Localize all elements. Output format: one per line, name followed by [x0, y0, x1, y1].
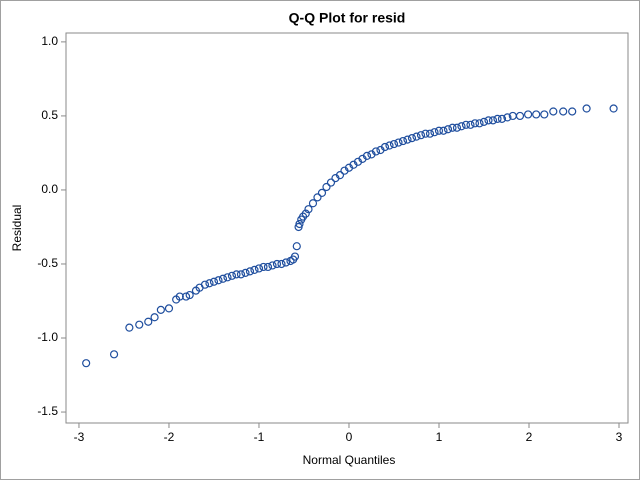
y-tick-label: 0.0 [41, 182, 58, 196]
point [164, 304, 174, 313]
point [259, 262, 268, 272]
point [609, 104, 618, 113]
point [475, 119, 484, 128]
point [250, 265, 259, 275]
point [317, 188, 327, 198]
x-tick-label: 3 [616, 430, 623, 444]
point [277, 259, 286, 269]
point [470, 119, 480, 128]
point [479, 117, 489, 126]
point [135, 320, 144, 329]
point [452, 123, 462, 132]
point [181, 292, 191, 301]
point [385, 141, 394, 150]
point [371, 147, 381, 156]
point [488, 116, 498, 125]
x-tick-label: -2 [164, 430, 175, 444]
point [245, 267, 255, 276]
point [205, 279, 214, 288]
point [523, 110, 533, 119]
point [434, 126, 444, 135]
point [301, 209, 310, 218]
point [295, 219, 304, 229]
point [322, 182, 331, 192]
point [292, 242, 301, 251]
point [227, 271, 237, 280]
point [515, 111, 525, 121]
point [559, 107, 568, 116]
point [156, 305, 165, 314]
point [380, 142, 390, 152]
point [394, 138, 403, 147]
point [326, 178, 336, 187]
point [175, 292, 184, 301]
point [443, 125, 453, 134]
point [457, 122, 466, 131]
x-tick-label: -3 [74, 430, 85, 444]
y-tick-label: 1.0 [41, 34, 58, 48]
x-tick-label: 0 [346, 430, 353, 444]
point [209, 277, 219, 286]
point [540, 110, 549, 119]
y-tick-label: 0.5 [41, 108, 58, 122]
y-axis-title: Residual [10, 205, 24, 252]
point [304, 205, 313, 214]
point [403, 135, 412, 144]
point [362, 151, 372, 160]
point [389, 139, 399, 149]
plot-frame [65, 32, 629, 424]
point [484, 116, 493, 125]
point [549, 107, 558, 116]
y-tick-label: -0.5 [37, 256, 58, 270]
point [313, 193, 322, 202]
point [281, 258, 291, 267]
point [223, 273, 232, 282]
point [532, 110, 541, 119]
x-tick-label: 2 [526, 430, 533, 444]
point [109, 350, 119, 359]
point [407, 134, 417, 143]
point [263, 262, 273, 272]
point [398, 136, 408, 146]
point [185, 290, 194, 300]
point [582, 104, 591, 113]
point [150, 313, 159, 322]
point [254, 264, 264, 273]
point [461, 120, 471, 129]
y-tick-label: -1.5 [37, 404, 58, 418]
point [200, 280, 210, 289]
point [439, 126, 448, 135]
point [430, 128, 439, 137]
point [493, 114, 502, 123]
point [232, 270, 241, 279]
point [241, 268, 250, 277]
point [497, 114, 507, 123]
x-axis-title: Normal Quantiles [303, 453, 396, 467]
point [125, 323, 134, 332]
point [290, 252, 300, 261]
point [144, 317, 153, 326]
x-tick-label: -1 [254, 430, 265, 444]
y-tick-label: -1.0 [37, 330, 58, 344]
x-tick-label: 1 [436, 430, 443, 444]
point [335, 171, 345, 180]
point [218, 274, 228, 283]
point [448, 123, 457, 132]
point [568, 107, 577, 116]
chart-title: Q-Q Plot for resid [289, 10, 406, 26]
point [503, 113, 512, 122]
point [412, 132, 421, 141]
point [82, 359, 91, 368]
point [236, 270, 246, 279]
point [425, 129, 435, 138]
point [268, 261, 277, 270]
point [272, 259, 282, 269]
point [466, 120, 475, 129]
point [416, 131, 426, 140]
point [214, 276, 223, 285]
point [308, 199, 318, 208]
point [421, 129, 430, 138]
